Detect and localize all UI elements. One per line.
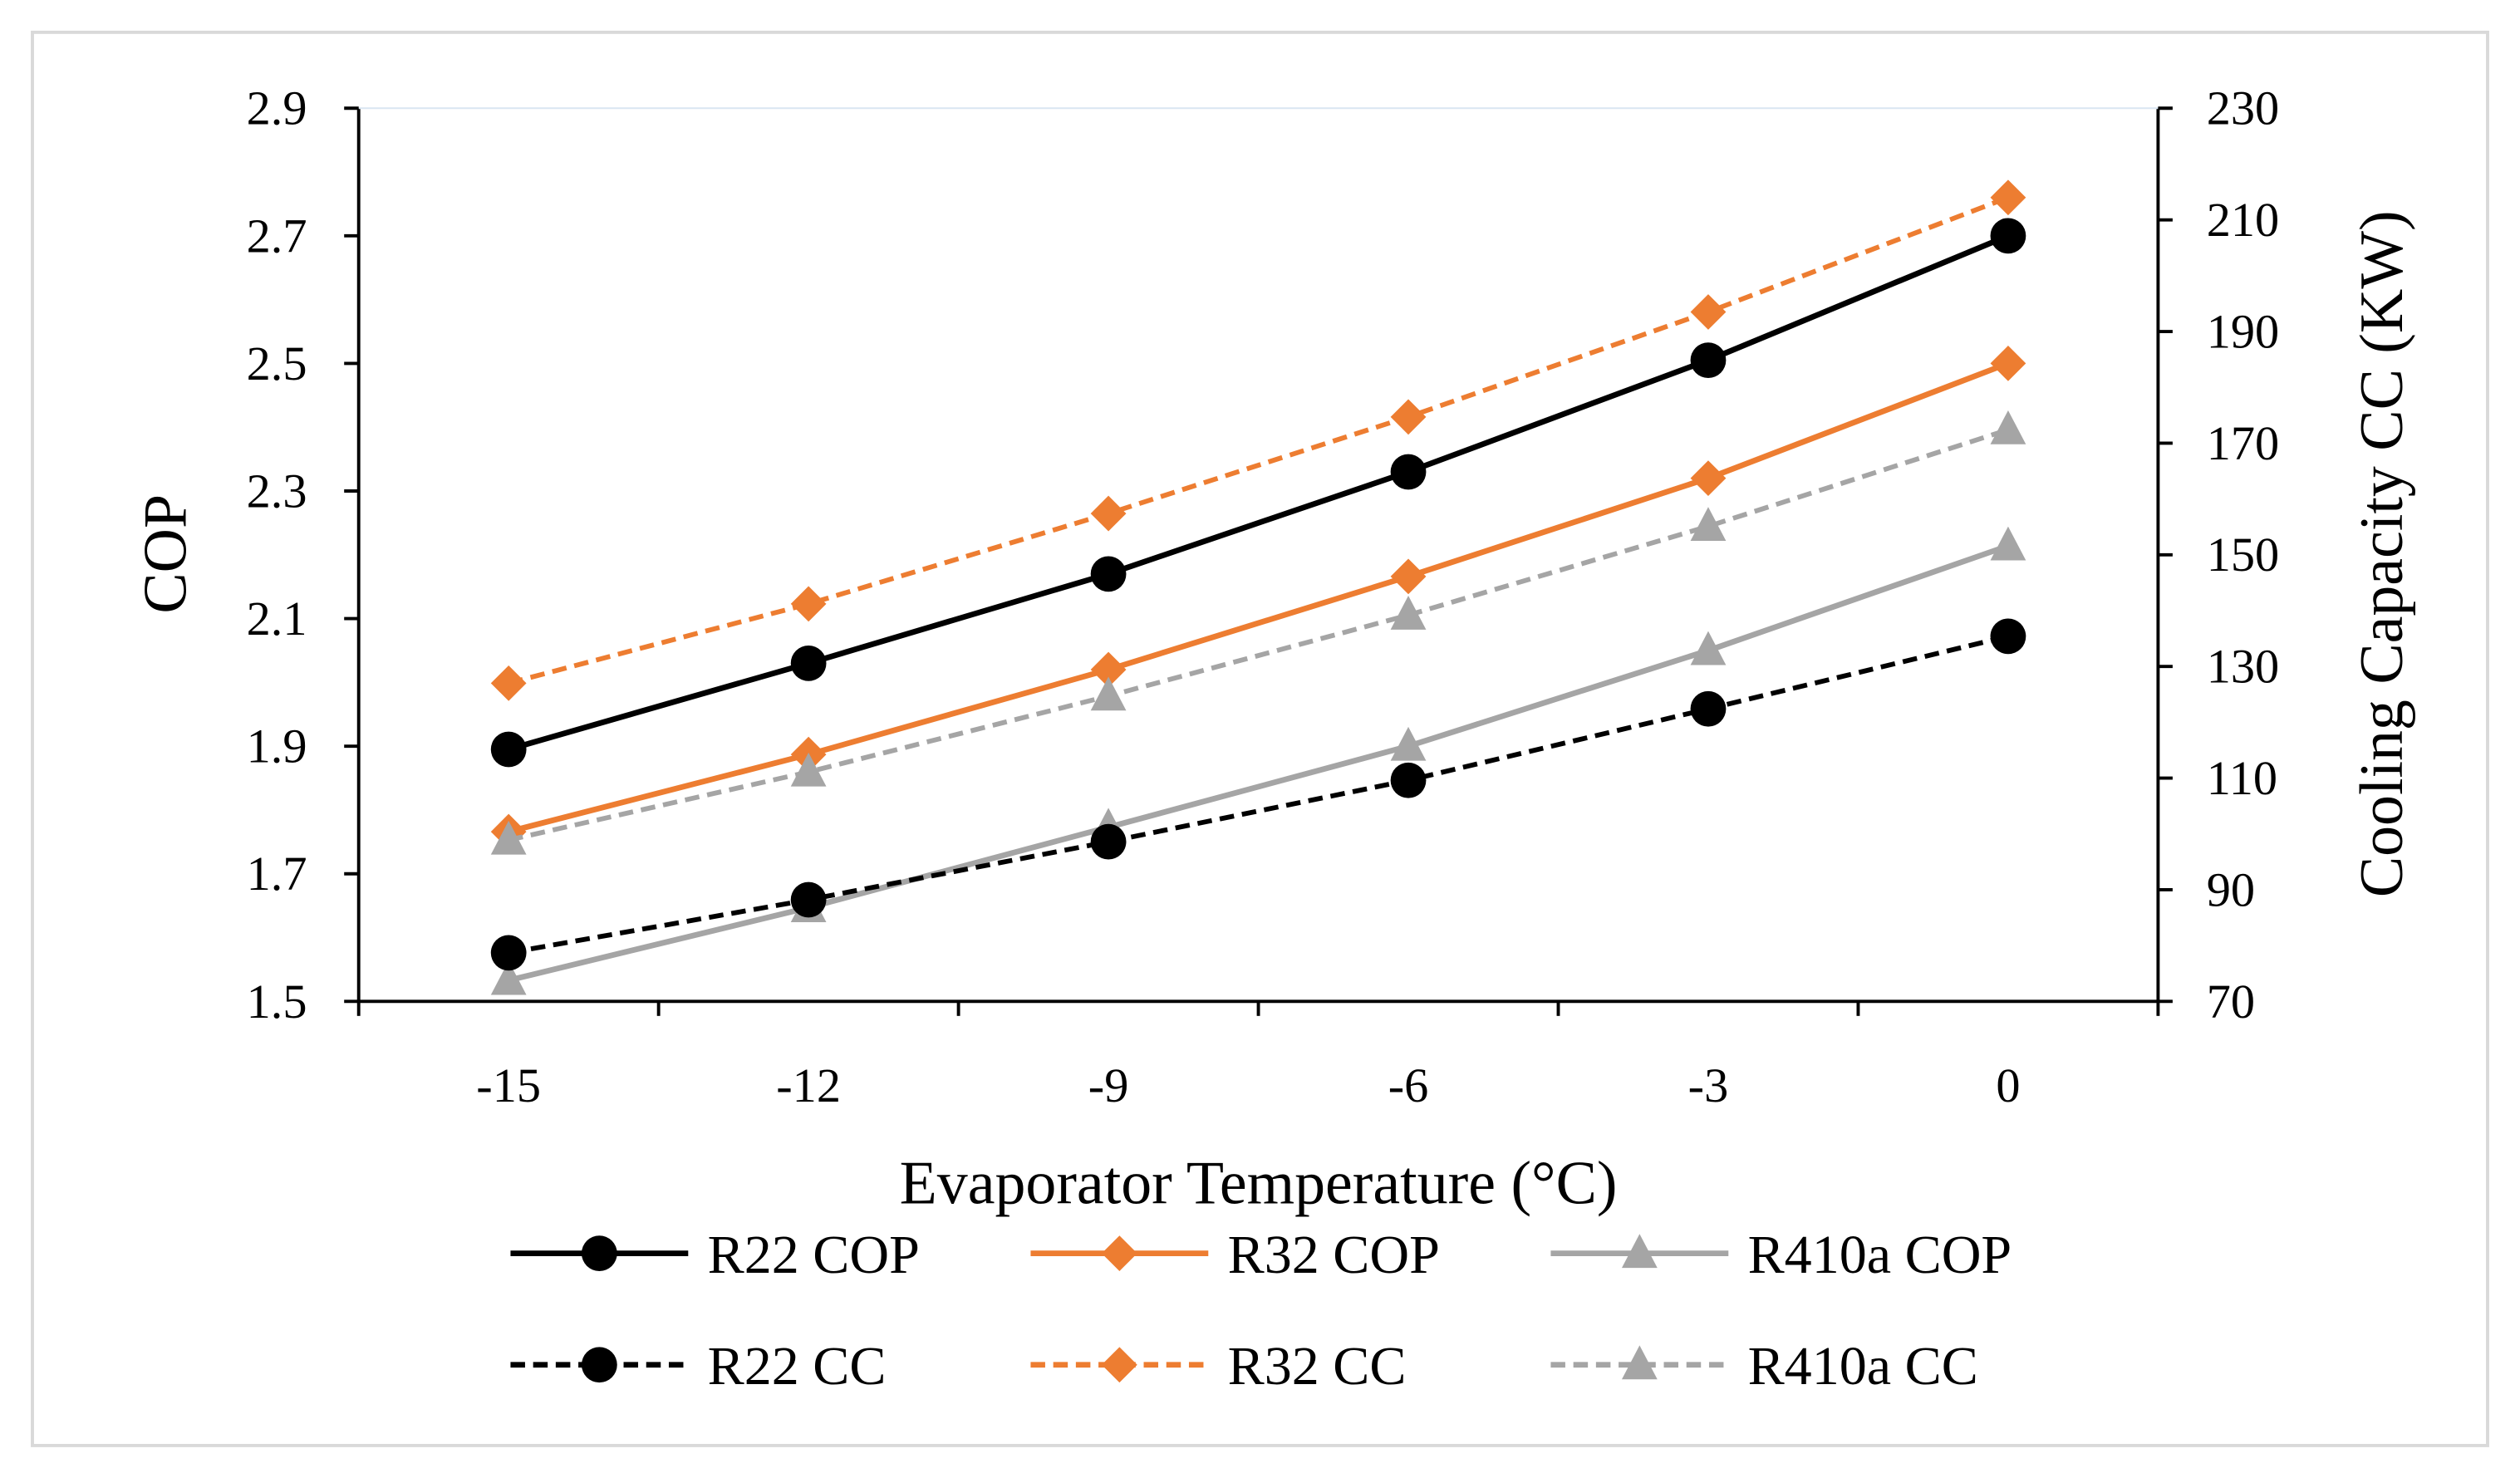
data-point-r32-cop	[1390, 558, 1427, 595]
data-point-r22-cop	[1990, 218, 2026, 254]
data-point-r410a-cop	[490, 960, 527, 995]
legend: R22 COP R32 COP R410a COP R22 CC R32 CC R410a…	[510, 1225, 2012, 1397]
data-point-r410a-cop	[1990, 526, 2026, 561]
y2-tick-label: 110	[2207, 751, 2277, 805]
y-tick-label: 2.1	[247, 592, 307, 646]
data-point-r22-cop	[1090, 556, 1127, 592]
data-point-r32-cc	[1690, 294, 1727, 330]
y2-tick-label: 230	[2207, 81, 2279, 135]
legend-marker-triangle-icon	[1621, 1234, 1658, 1269]
data-point-r32-cc	[490, 665, 527, 701]
data-point-r32-cop	[1090, 651, 1127, 688]
series-line-r410a-cop	[508, 543, 2010, 984]
series-r22-cc	[490, 618, 2026, 971]
y-tick-label: 2.3	[247, 464, 307, 518]
legend-label: R32 COP	[1228, 1225, 1440, 1285]
legend-label: R22 COP	[708, 1225, 920, 1285]
y-axis-title: COP	[131, 494, 199, 614]
data-point-r22-cop	[1690, 342, 1727, 378]
x-tick-label: -12	[776, 1058, 841, 1112]
axes: -15 -12 -9 -6 -3 0 1.5 1.7 1.9 2.1 2.3 2.5 2.7 2.9 70 9…	[247, 81, 2280, 1112]
y-tick-label: 1.7	[247, 847, 307, 901]
y2-tick-label: 210	[2207, 193, 2279, 247]
data-point-r32-cc	[1990, 179, 2026, 216]
y-tick-label: 1.9	[247, 719, 307, 773]
data-point-r410a-cc	[790, 752, 827, 787]
series-line-r32-cop	[508, 361, 2010, 835]
data-point-r22-cc	[1390, 762, 1427, 798]
chart-frame	[31, 30, 2489, 1447]
series-r32-cop	[490, 346, 2026, 850]
y2-tick-label: 170	[2207, 416, 2279, 470]
y-tick-label: 1.5	[247, 975, 307, 1029]
data-point-r22-cop	[1390, 454, 1427, 490]
y-tick-label: 2.5	[247, 336, 307, 390]
legend-item-r22-cc: R22 CC	[510, 1336, 886, 1397]
series-line-r22-cc	[508, 634, 2009, 955]
legend-marker-triangle-icon	[1621, 1345, 1658, 1380]
series-line-r32-cc	[508, 195, 2009, 686]
y2-tick-label: 150	[2207, 528, 2279, 582]
data-point-r410a-cc	[1690, 507, 1727, 542]
series-r22-cop	[490, 218, 2026, 768]
x-tick-label: -3	[1688, 1058, 1729, 1112]
data-point-r410a-cc	[490, 820, 527, 855]
series-line-r410a-cc	[508, 427, 2009, 842]
series-r32-cc	[490, 179, 2026, 701]
legend-marker-circle-icon	[581, 1235, 617, 1271]
legend-item-r410a-cc: R410a CC	[1550, 1336, 1978, 1397]
legend-label: R22 CC	[708, 1336, 887, 1397]
y-tick-label: 2.9	[247, 81, 307, 135]
y-tick-label: 2.7	[247, 209, 307, 263]
data-point-r32-cop	[1990, 346, 2026, 381]
legend-item-r410a-cop: R410a COP	[1550, 1225, 2012, 1285]
data-point-r410a-cc	[1090, 676, 1127, 711]
data-point-r32-cc	[1090, 495, 1127, 532]
data-point-r32-cc	[1390, 399, 1427, 435]
data-point-r410a-cop	[1690, 631, 1727, 665]
legend-item-r22-cop: R22 COP	[510, 1225, 920, 1285]
data-point-r22-cop	[490, 731, 527, 768]
y2-tick-label: 190	[2207, 304, 2279, 358]
x-tick-label: -9	[1088, 1058, 1129, 1112]
x-tick-label: 0	[1996, 1058, 2020, 1112]
data-point-r22-cop	[790, 645, 827, 681]
legend-label: R410a COP	[1748, 1225, 2012, 1285]
data-point-r22-cc	[490, 935, 527, 971]
y2-axis-title: Cooling Capacity CC (KW)	[2347, 210, 2415, 897]
data-point-r22-cc	[790, 881, 827, 918]
data-point-r410a-cop	[1390, 726, 1427, 761]
y2-tick-label: 70	[2207, 975, 2255, 1029]
x-tick-label: -15	[476, 1058, 541, 1112]
series-line-r22-cop	[508, 233, 2010, 753]
data-point-r32-cop	[1690, 460, 1727, 497]
data-point-r22-cc	[1690, 690, 1727, 727]
data-point-r22-cc	[1990, 618, 2026, 655]
legend-label: R32 CC	[1228, 1336, 1407, 1397]
x-axis-title: Evaporator Temperature (°C)	[900, 1148, 1618, 1216]
series-r410a-cc	[490, 410, 2026, 855]
data-point-r32-cc	[790, 586, 827, 622]
data-point-r22-cc	[1090, 823, 1127, 860]
legend-item-r32-cop: R32 COP	[1030, 1225, 1440, 1285]
x-tick-label: -6	[1388, 1058, 1429, 1112]
y2-tick-label: 130	[2207, 640, 2279, 694]
data-point-r410a-cc	[1990, 410, 2026, 444]
y2-tick-label: 90	[2207, 862, 2255, 916]
legend-marker-circle-icon	[581, 1347, 617, 1383]
data-point-r410a-cc	[1390, 596, 1427, 630]
legend-label: R410a CC	[1748, 1336, 1978, 1397]
series-group	[490, 179, 2026, 995]
